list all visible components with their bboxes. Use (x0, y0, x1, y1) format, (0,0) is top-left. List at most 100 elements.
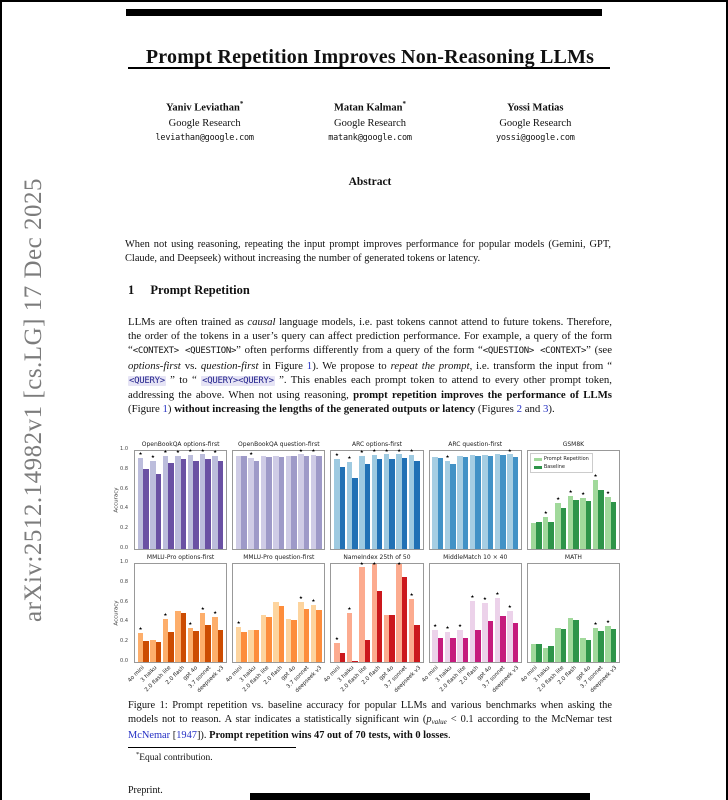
bar-baseline (536, 644, 542, 662)
chart-panel-title: OpenBookQA options-first (141, 441, 220, 448)
bar-baseline (316, 455, 322, 549)
bar-group: ★ (469, 564, 481, 662)
legend-label: Baseline (543, 464, 566, 470)
bar-prompt-repetition (507, 453, 513, 549)
y-tick-label: 1.0 (120, 446, 128, 452)
significance-star-icon: ★ (593, 621, 598, 627)
y-tick-label: 0.8 (120, 465, 128, 472)
significance-star-icon: ★ (188, 448, 193, 454)
bar-prompt-repetition (175, 455, 181, 549)
chart-plot-area: Prompt Repetition Baseline ★ ★ ★ ★ ★ ★ (526, 450, 621, 550)
bar-prompt-repetition (408, 454, 415, 549)
bar-group: ★ (137, 451, 149, 549)
bar-prompt-repetition (432, 456, 438, 549)
inline-code: <QUESTION> <CONTEXT> (482, 346, 587, 357)
chart-plot-area: ★ ★ ★ ★ ★ ★ (330, 561, 424, 663)
bar-prompt-repetition (444, 631, 451, 662)
bar-baseline (401, 457, 408, 549)
bar-baseline (487, 620, 494, 662)
bar-group: ★ (371, 561, 383, 662)
significance-star-icon: ★ (605, 491, 611, 497)
bar-group: ★ (358, 562, 370, 662)
bar-baseline (512, 622, 519, 662)
author-3: Yossi Matias Google Research yossi@googl… (453, 97, 618, 146)
bar-prompt-repetition (162, 618, 169, 662)
author-name: Matan Kalman* (333, 100, 407, 114)
significance-star-icon: ★ (507, 448, 512, 454)
y-tick-label: 0.0 (120, 657, 128, 664)
bar-prompt-repetition (150, 460, 156, 549)
significance-star-icon: ★ (138, 626, 143, 632)
bottom-black-bar (250, 793, 590, 800)
bar-baseline (339, 653, 346, 662)
reference-link[interactable]: 1 (162, 403, 168, 416)
bar-group: ★ (137, 564, 149, 662)
bar-baseline (560, 507, 567, 549)
significance-star-icon: ★ (482, 597, 487, 603)
significance-star-icon: ★ (138, 451, 143, 457)
author-affiliation: Google Research (168, 117, 241, 129)
body-paragraph: LLMs are often trained as causal languag… (128, 316, 613, 416)
y-axis-ticks: 1.0 0.8 0.6 0.4 0.2 0.0 (120, 447, 128, 551)
significance-star-icon: ★ (495, 592, 500, 598)
bar-group (542, 564, 554, 662)
bar-baseline (253, 629, 260, 662)
y-tick-label: 1.0 (120, 559, 128, 565)
bar-baseline (401, 576, 408, 662)
bar-prompt-repetition (260, 614, 267, 662)
significance-star-icon: ★ (359, 449, 364, 455)
y-axis-ticks: 1.0 0.8 0.6 0.4 0.2 0.0 (120, 560, 128, 664)
bar-group (260, 451, 272, 549)
y-tick-label: 0.4 (120, 505, 128, 512)
bar-baseline (437, 637, 444, 662)
chart-panel: MATH ★ ★ 4o mini 3 haiku 2.0 flash lite 2.0 fl… (520, 554, 621, 700)
bar-group: ★ (592, 564, 604, 662)
x-axis-labels: 4o mini 3 haiku 2.0 flash lite 2.0 flash gpt… (520, 663, 620, 700)
reference-link[interactable]: 2 (516, 403, 522, 416)
bar-baseline (278, 456, 285, 549)
y-tick-label: 0.2 (120, 638, 128, 645)
bar-group: ★ (506, 564, 519, 662)
bar-group: ★ (297, 449, 310, 549)
bar-prompt-repetition (408, 599, 415, 662)
arxiv-identifier: arXiv:2512.14982v1 [cs.LG] 17 Dec 2025 (20, 178, 48, 622)
reference-link[interactable]: 3 (543, 403, 549, 416)
bar-prompt-repetition (469, 454, 476, 549)
significance-star-icon: ★ (347, 455, 352, 461)
bar-baseline (316, 610, 322, 662)
author-email: yossi@google.com (495, 132, 575, 143)
chart-legend: Prompt Repetition Baseline (529, 453, 593, 473)
bar-group: ★ (199, 564, 211, 662)
y-tick-label: 0.6 (120, 598, 128, 605)
bar-prompt-repetition (334, 643, 340, 662)
bar-prompt-repetition (580, 498, 586, 549)
significance-star-icon: ★ (581, 492, 586, 498)
bar-prompt-repetition (605, 497, 611, 549)
reference-link[interactable]: McNemar (128, 730, 171, 741)
significance-star-icon: ★ (372, 561, 377, 567)
bar-baseline (598, 490, 604, 549)
bar-baseline (450, 463, 456, 549)
significance-star-icon: ★ (200, 448, 205, 454)
figure-1: Accuracy 1.0 0.8 0.6 0.4 0.2 0.0 OpenBookQA opt… (114, 441, 621, 704)
bar-baseline (266, 456, 272, 549)
significance-star-icon: ★ (409, 448, 414, 454)
bar-group (273, 451, 285, 549)
bar-prompt-repetition (371, 564, 377, 662)
bar-prompt-repetition (187, 627, 194, 662)
bar-group: ★ (371, 449, 383, 549)
bar-prompt-repetition (592, 627, 599, 662)
bar-baseline (598, 630, 604, 662)
author-affiliation: Google Research (333, 117, 406, 129)
bar-baseline (437, 457, 444, 549)
bar-baseline (389, 458, 395, 549)
bar-group: ★ (212, 450, 224, 549)
reference-link[interactable]: 1 (306, 359, 313, 372)
reference-link[interactable]: 1947 (176, 730, 197, 741)
significance-star-icon: ★ (409, 593, 414, 599)
bar-prompt-repetition (469, 601, 476, 662)
chart-panel-title: ARC question-first (448, 441, 503, 448)
bar-baseline (155, 642, 162, 662)
bar-prompt-repetition (310, 605, 317, 662)
bar-prompt-repetition (298, 602, 304, 662)
